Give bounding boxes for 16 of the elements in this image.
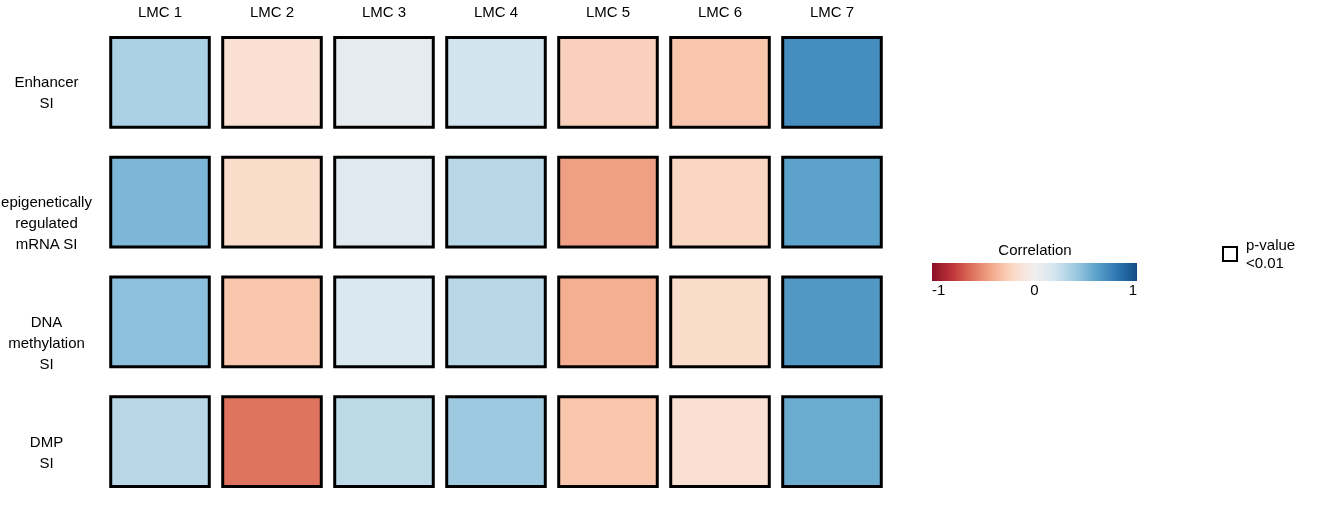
y-tick-label: DMP SI [29, 432, 64, 471]
y-tick-label: DNA methylation SI [8, 312, 85, 372]
text: p-value <0.01 [1246, 236, 1296, 272]
color-bar-label: -1 [932, 281, 946, 298]
legend-title: Correlation [998, 241, 1072, 258]
x-tick-label: LMC 4 [473, 2, 519, 20]
color-bar-label: 0 [1030, 281, 1039, 298]
x-tick-label: LMC 3 [361, 2, 407, 20]
x-tick-label: LMC 5 [585, 2, 631, 20]
x-tick-label: LMC 6 [697, 2, 743, 20]
color-bar-label: 1 [1128, 281, 1137, 298]
x-tick-label: LMC 2 [249, 2, 295, 20]
y-tick-label: epigenetically regulated mRNA SI [1, 193, 93, 253]
x-tick-label: LMC 1 [137, 2, 183, 20]
y-tick-label: Enhancer SI [14, 73, 79, 112]
x-tick-label: LMC 7 [809, 2, 855, 20]
